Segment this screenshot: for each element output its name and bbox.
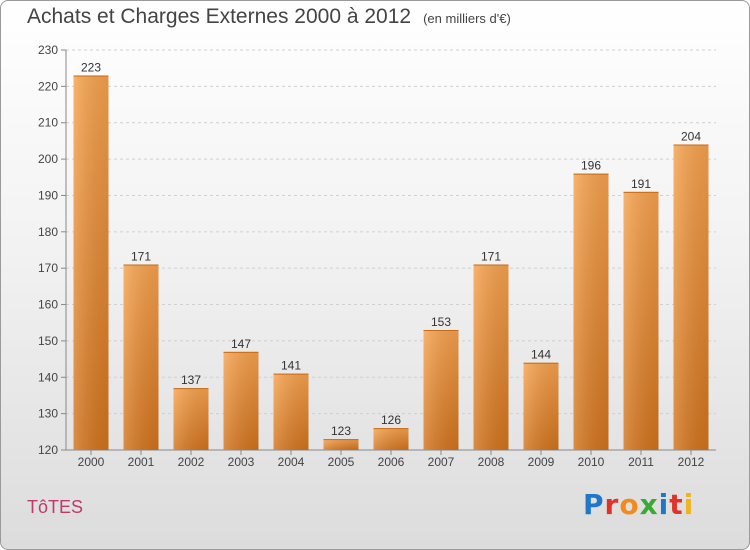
x-tick-label: 2004 <box>278 455 305 469</box>
data-label: 123 <box>331 424 351 438</box>
y-tick-label: 120 <box>38 443 58 457</box>
bars <box>73 75 709 451</box>
x-tick-label: 2000 <box>78 455 105 469</box>
data-label: 126 <box>381 413 401 427</box>
labels: 120 130 140 150 160 170 180 190 200 210 220 230 223 2… <box>38 43 705 469</box>
x-tick-label: 2010 <box>578 455 605 469</box>
logo-letter: r <box>604 488 620 521</box>
logo-letter: i <box>658 488 670 521</box>
bar-shade <box>123 264 159 450</box>
y-tick-label: 130 <box>38 407 58 421</box>
y-tick-label: 190 <box>38 188 58 202</box>
unit-subtitle: (en milliers d'€) <box>423 11 511 26</box>
bar-shade <box>523 362 559 450</box>
axes <box>61 49 716 455</box>
data-label: 196 <box>581 159 601 173</box>
logo-letter: o <box>619 488 640 521</box>
bar-shade <box>223 351 259 450</box>
y-tick-label: 220 <box>38 79 58 93</box>
x-tick-label: 2007 <box>428 455 455 469</box>
data-label: 171 <box>481 250 501 264</box>
bar-shade <box>473 264 509 450</box>
bar-shade <box>673 144 709 450</box>
chart-title: Achats et Charges Externes 2000 à 2012 (e… <box>27 5 511 29</box>
gridlines <box>66 49 716 415</box>
logo-letter: t <box>669 488 684 521</box>
logo-letter: P <box>583 488 605 521</box>
bar-shade <box>173 388 209 450</box>
x-tick-label: 2006 <box>378 455 405 469</box>
y-tick-label: 170 <box>38 261 58 275</box>
data-label: 144 <box>531 348 551 362</box>
y-tick-label: 140 <box>38 370 58 384</box>
data-label: 137 <box>181 373 201 387</box>
logo-letter: x <box>639 488 659 521</box>
title-text: Achats et Charges Externes 2000 à 2012 <box>27 5 412 28</box>
data-label: 204 <box>681 130 701 144</box>
x-tick-label: 2001 <box>128 455 155 469</box>
data-label: 141 <box>281 359 301 373</box>
y-tick-label: 180 <box>38 225 58 239</box>
logo-letter: i <box>683 488 695 521</box>
commune-name: TôTES <box>27 497 84 517</box>
data-label: 223 <box>81 60 101 74</box>
bar-shade <box>73 75 109 451</box>
x-tick-label: 2009 <box>528 455 555 469</box>
proxiti-logo: Proxiti <box>583 488 694 521</box>
data-label: 147 <box>231 337 251 351</box>
x-tick-label: 2011 <box>628 455 654 469</box>
bar-shade <box>273 373 309 450</box>
data-label: 153 <box>431 315 451 329</box>
y-tick-label: 150 <box>38 334 58 348</box>
x-tick-label: 2003 <box>228 455 255 469</box>
data-label: 191 <box>631 177 651 191</box>
bar-shade <box>373 428 409 450</box>
bar-shade <box>623 191 659 450</box>
y-tick-label: 200 <box>38 152 58 166</box>
y-tick-label: 210 <box>38 116 58 130</box>
y-tick-label: 230 <box>38 43 58 57</box>
x-tick-label: 2008 <box>478 455 505 469</box>
x-tick-label: 2002 <box>178 455 205 469</box>
x-tick-label: 2012 <box>678 455 705 469</box>
bar-shade <box>573 173 609 451</box>
data-label: 171 <box>131 250 151 264</box>
x-tick-label: 2005 <box>328 455 355 469</box>
bar-shade <box>323 439 359 450</box>
bar-shade <box>423 330 459 450</box>
y-tick-label: 160 <box>38 298 58 312</box>
